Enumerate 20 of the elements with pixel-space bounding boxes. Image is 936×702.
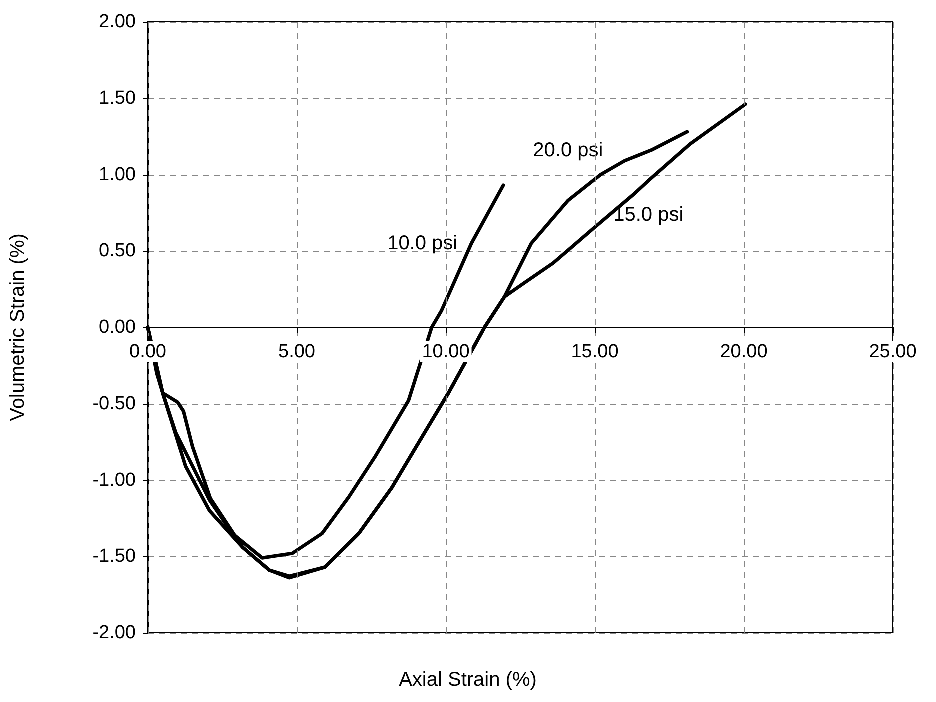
y-tick-label: -1.50 xyxy=(92,546,136,568)
y-tick-label: 2.00 xyxy=(99,12,136,32)
y-tick-label: -2.00 xyxy=(92,622,136,644)
series-label: 20.0 psi xyxy=(533,140,604,162)
y-axis-title: Volumetric Strain (%) xyxy=(7,234,29,422)
series-label: 10.0 psi xyxy=(388,232,458,254)
y-tick-label: -1.00 xyxy=(92,470,136,491)
y-tick-label: -0.50 xyxy=(92,393,136,414)
series-label: 15.0 psi xyxy=(614,204,684,226)
x-axis-title: Axial Strain (%) xyxy=(399,669,537,691)
x-tick-label: 5.00 xyxy=(278,342,316,362)
x-tick-label: 0.00 xyxy=(130,342,166,362)
y-tick-label: 0.00 xyxy=(99,317,136,338)
x-tick-label: 10.00 xyxy=(422,342,470,362)
x-tick-label: 25.00 xyxy=(869,342,917,362)
y-tick-label: 1.50 xyxy=(99,88,136,109)
y-tick-label: 1.00 xyxy=(99,164,136,186)
x-tick-label: 15.00 xyxy=(571,342,619,362)
x-tick-label: 20.00 xyxy=(720,342,768,362)
y-tick-label: 0.50 xyxy=(99,240,136,262)
